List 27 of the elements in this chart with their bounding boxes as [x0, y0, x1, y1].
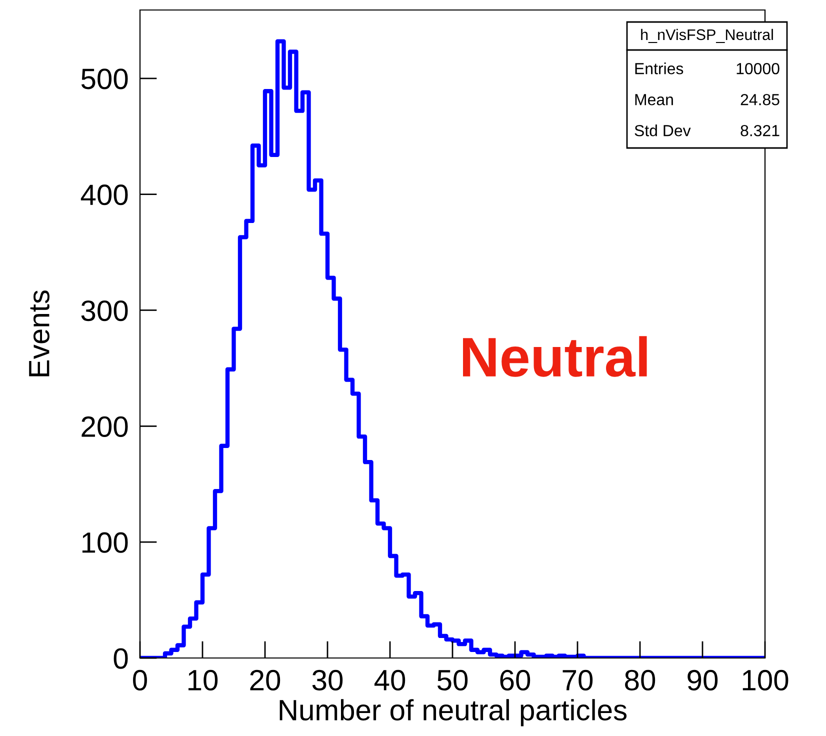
annotation: 8.321 [740, 124, 780, 136]
y-tick-label: 0 [114, 648, 128, 669]
x-tick-label: 60 [500, 670, 530, 691]
x-tick-label: 20 [250, 670, 280, 691]
y-tick-label: 300 [81, 300, 128, 322]
annotation: Std Dev [634, 124, 691, 136]
x-tick-label: 50 [437, 670, 468, 691]
x-tick-label: 70 [562, 670, 593, 691]
y-axis-title: Events [29, 290, 50, 376]
x-tick-label: 0 [133, 670, 147, 691]
annotation: 10000 [736, 62, 780, 74]
annotation: Neutral [463, 336, 647, 377]
x-tick-label: 40 [374, 670, 406, 691]
x-tick-label: 10 [188, 670, 218, 691]
annotation: 24.85 [740, 94, 780, 106]
x-tick-label: 30 [312, 670, 343, 691]
y-tick-label: 400 [80, 184, 128, 206]
y-tick-label: 100 [82, 532, 128, 553]
y-tick-label: 200 [82, 416, 128, 438]
annotation: h_nVisFSP_Neutral [641, 28, 773, 43]
annotation: Mean [635, 94, 673, 106]
x-tick-label: 90 [688, 670, 718, 691]
x-tick-label: 100 [742, 670, 788, 691]
x-axis-title: Number of neutral particles [280, 699, 627, 726]
y-tick-label: 500 [81, 68, 128, 90]
annotation: Entries [635, 62, 684, 74]
x-tick-label: 80 [625, 670, 656, 691]
